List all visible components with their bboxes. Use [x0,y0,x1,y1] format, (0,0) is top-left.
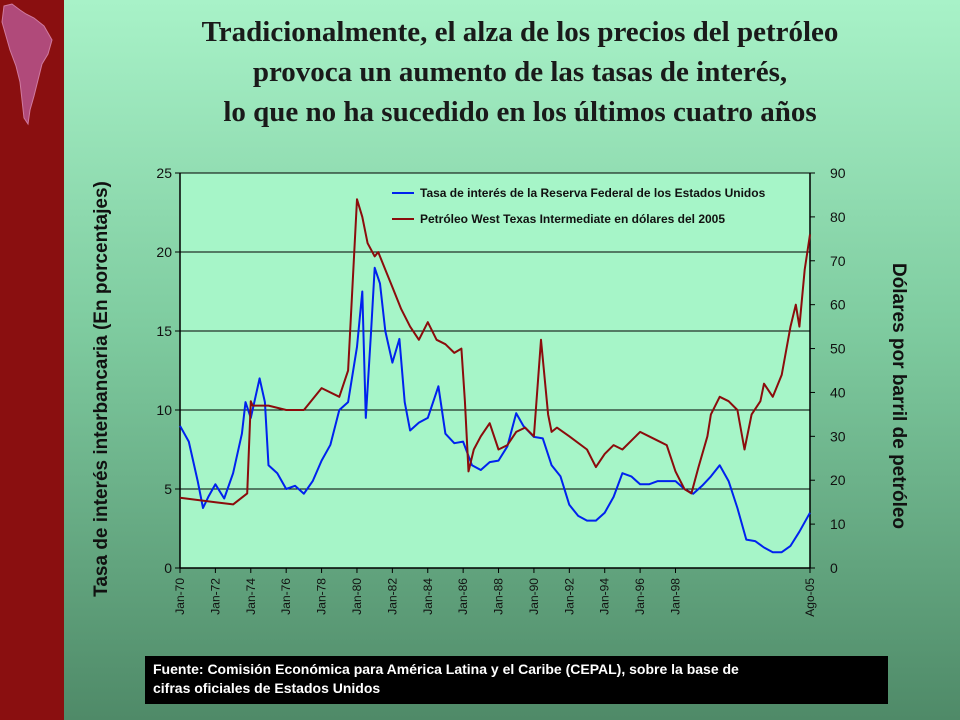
left-decorative-band [0,0,64,720]
left-y-ticks: 0 5 10 15 20 25 [156,165,180,576]
left-tick-label: 0 [164,560,172,576]
x-tick-label: Jan-84 [421,578,435,615]
source-line-2: cifras oficiales de Estados Unidos [153,680,381,696]
x-tick-label: Jan-78 [315,578,329,615]
x-tick-label: Jan-92 [562,578,576,615]
right-tick-label: 70 [830,253,846,269]
latin-america-map-icon [1,3,53,126]
x-tick-label: Ago-05 [803,578,817,617]
x-tick-label: Jan-88 [492,578,506,615]
x-tick-label: Jan-74 [244,578,258,615]
right-tick-label: 20 [830,472,846,488]
right-tick-label: 0 [830,560,838,576]
legend: Tasa de interés de la Reserva Federal de… [392,186,766,226]
series-lines [179,198,811,554]
title-line-2: provoca un aumento de las tasas de inter… [252,56,788,88]
x-tick-label: Jan-82 [385,578,399,615]
left-tick-label: 5 [164,481,172,497]
right-tick-label: 40 [830,384,846,400]
gridlines [180,251,810,490]
right-tick-label: 30 [830,428,846,444]
legend-label: Tasa de interés de la Reserva Federal de… [420,186,766,200]
right-tick-label: 80 [830,209,846,225]
right-tick-label: 10 [830,516,846,532]
legend-label: Petróleo West Texas Intermediate en dóla… [420,212,725,226]
right-tick-label: 60 [830,297,846,313]
right-tick-label: 90 [830,165,846,181]
source-note: Fuente: Comisión Económica para América … [145,656,888,704]
axes [179,172,811,569]
x-tick-label: Jan-86 [456,578,470,615]
oil-price-line [179,198,811,506]
left-tick-label: 15 [156,323,172,339]
source-line-1: Fuente: Comisión Económica para América … [153,661,739,677]
x-tick-label: Jan-72 [208,578,222,615]
right-tick-label: 50 [830,341,846,357]
interest-rate-line [179,266,811,554]
x-tick-label: Jan-90 [527,578,541,615]
x-tick-label: Jan-94 [598,578,612,615]
left-tick-label: 20 [156,244,172,260]
x-tick-label: Jan-80 [350,578,364,615]
x-tick-label: Jan-96 [633,578,647,615]
chart-title: Tradicionalmente, el alza de los precios… [100,12,940,132]
left-tick-label: 10 [156,402,172,418]
plot-area [180,173,810,568]
x-tick-label: Jan-76 [279,578,293,615]
right-y-ticks: 0 10 20 30 40 50 60 70 80 90 [810,165,846,576]
left-tick-label: 25 [156,165,172,181]
x-ticks: Jan-70 Jan-72 Jan-74 Jan-76 Jan-78 Jan-80 Jan-… [173,568,817,617]
title-line-3: lo que no ha sucedido en los últimos cua… [223,96,817,128]
x-tick-label: Jan-70 [173,578,187,615]
title-line-1: Tradicionalmente, el alza de los precios… [201,16,839,48]
x-tick-label: Jan-98 [669,578,683,615]
